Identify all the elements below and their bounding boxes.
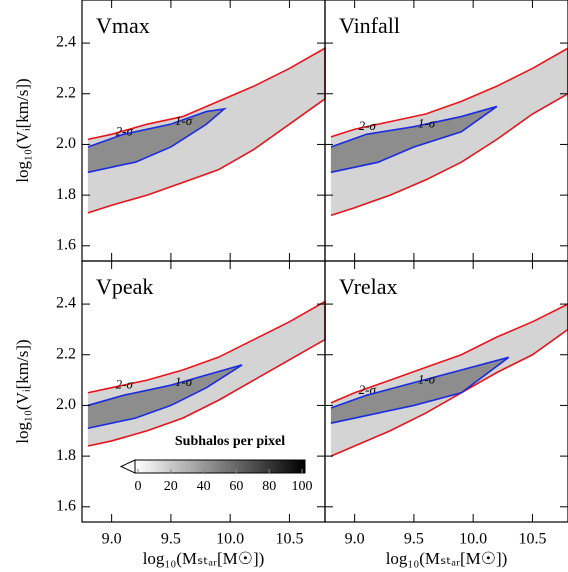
y-tick-label: 1.8	[56, 186, 76, 203]
panel-title: Vinfall	[339, 13, 400, 38]
contour-line	[87, 107, 227, 174]
density-shade	[87, 364, 243, 429]
y-tick-label: 1.8	[56, 447, 76, 464]
y-tick-label: 2.2	[56, 84, 76, 101]
x-tick-label: 9.0	[102, 531, 122, 548]
panel-title: Vmax	[96, 13, 150, 38]
contour-line	[330, 47, 568, 217]
x-tick-label: 10.0	[459, 531, 487, 548]
colorbar-arrow	[119, 459, 136, 474]
contour-label: 2-σ	[116, 123, 134, 138]
y-tick-label: 1.6	[56, 497, 76, 514]
colorbar-title: Subhalos per pixel	[175, 434, 285, 449]
y-tick-label: 2.2	[56, 345, 76, 362]
x-tick-label: 9.5	[161, 531, 181, 548]
contour-line	[87, 364, 243, 430]
y-axis-title: log₁₀(Vᵢ[km/s])	[13, 339, 32, 443]
colorbar-tick-label: 80	[262, 479, 276, 494]
x-tick-label: 9.5	[404, 531, 424, 548]
colorbar-tick-label: 40	[197, 479, 211, 494]
y-tick-label: 2.4	[56, 34, 76, 51]
contour-line	[330, 105, 498, 174]
contour-label: 1-σ	[418, 116, 436, 131]
contour-line	[330, 303, 568, 457]
y-tick-label: 2.4	[56, 295, 76, 312]
density-shade	[87, 108, 225, 173]
x-tick-label: 10.5	[275, 531, 303, 548]
contour-label: 2-σ	[359, 118, 377, 133]
x-tick-label: 9.0	[345, 531, 365, 548]
contour-label: 1-σ	[175, 113, 193, 128]
density-shade	[87, 301, 326, 446]
density-shade	[330, 357, 509, 424]
x-axis-title: log₁₀(Mₛₜₐᵣ[M☉])	[143, 549, 265, 568]
x-axis-title: log₁₀(Mₛₜₐᵣ[M☉])	[386, 549, 508, 568]
density-shade	[330, 106, 497, 173]
panel-frame	[324, 260, 568, 523]
panel-title: Vrelax	[339, 274, 398, 299]
contour-label: 1-σ	[175, 374, 193, 389]
panel-title: Vpeak	[96, 274, 153, 299]
y-tick-label: 2.0	[56, 396, 76, 413]
y-tick-label: 2.0	[56, 135, 76, 152]
colorbar-tick-label: 20	[164, 479, 178, 494]
contour-label: 2-σ	[116, 377, 134, 392]
colorbar-tick-label: 100	[292, 479, 313, 494]
y-axis-title: log₁₀(Vᵢ[km/s])	[13, 78, 32, 182]
density-shade	[87, 48, 326, 213]
y-tick-label: 1.6	[56, 236, 76, 253]
colorbar	[134, 459, 306, 474]
contour-line	[330, 356, 510, 424]
colorbar-tick-label: 0	[135, 479, 142, 494]
colorbar-tick-label: 60	[229, 479, 243, 494]
x-tick-label: 10.0	[216, 531, 244, 548]
contour-label: 1-σ	[418, 372, 436, 387]
x-tick-label: 10.5	[518, 531, 546, 548]
